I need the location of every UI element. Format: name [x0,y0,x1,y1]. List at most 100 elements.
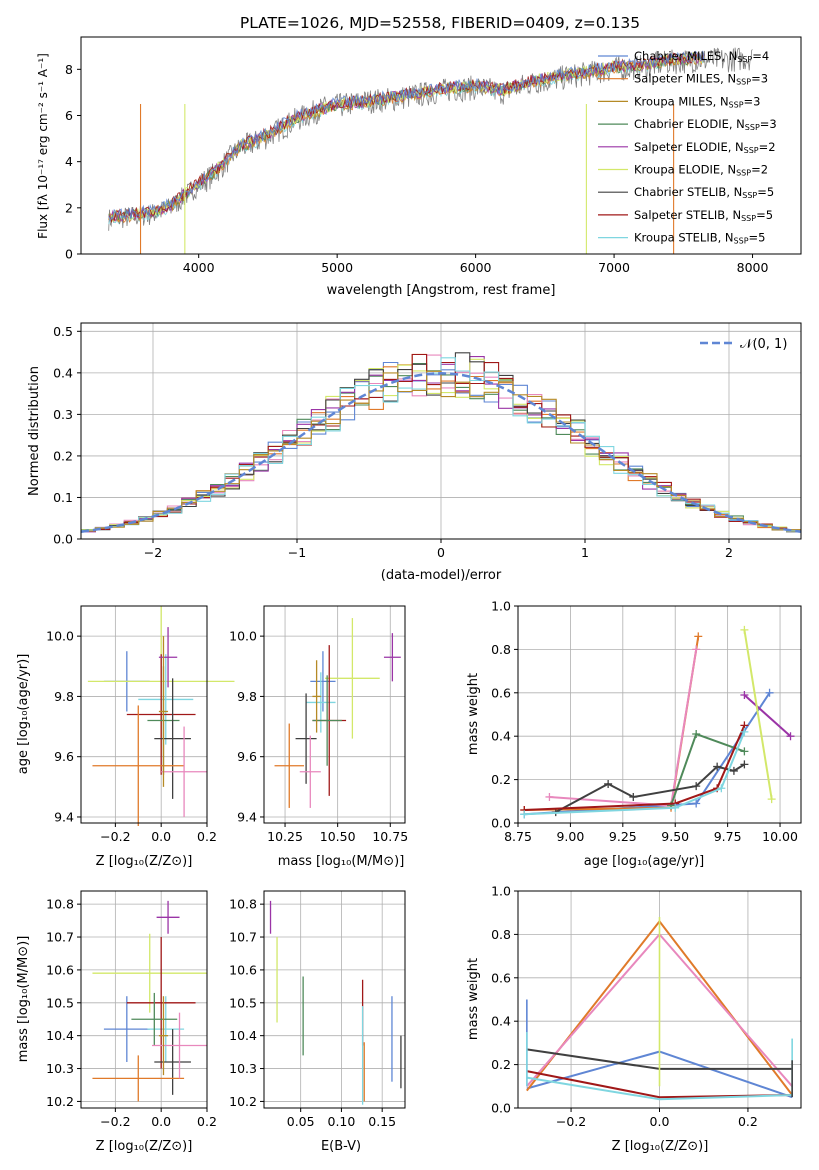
ytick-label: 0.0 [491,1101,511,1116]
xtick-label: 9.00 [556,829,584,844]
ytick-label: 10.7 [229,930,257,945]
ytick-label: 9.8 [54,689,74,704]
weight-age-marker [694,632,703,641]
xtick-label: 10.75 [372,829,408,844]
legend-label-blue: Chabrier MILES, NSSP=4 [634,49,769,64]
panel-frame [263,890,406,1109]
legend-label-purple: Salpeter ELODIE, NSSP=2 [634,140,776,155]
ytick-label: 10.2 [46,1094,74,1109]
weight-age-line-purple [743,694,792,737]
panel-frame [80,890,208,1109]
weight-vs-z-content: −0.2 0.0 0.2 0.0 0.2 0.4 0.6 0.8 1.0 [491,884,802,1129]
ytick-label: 10.5 [46,995,74,1010]
spectrum-ytick-label: 2 [65,200,73,215]
xtick-label: 0.2 [197,829,217,844]
gaussian-curve [80,372,802,533]
spectrum-legend: Chabrier MILES, NSSP=4 Salpeter MILES, NS… [598,49,777,246]
legend-suffix: =3 [760,117,777,131]
ytick-label: 10.4 [229,1028,257,1043]
weight-vs-age-panel: 8.75 9.00 9.25 9.50 9.75 10.00 0.0 0.2 0.4 0.6 0.8… [466,599,802,869]
spectrum-series [108,47,753,254]
legend-suffix: =5 [749,231,766,245]
mass-vs-ebv-panel: 0.05 0.10 0.15 10.2 10.3 10.4 10.5 10.6 10.7 10.8… [229,890,406,1154]
age-vs-z-xlabel: Z [log₁₀(Z/Z⊙)] [96,854,193,869]
weight-age-marker [629,792,638,801]
ytick-label: 10.7 [46,930,74,945]
mass-vs-ebv-content: 0.05 0.10 0.15 10.2 10.3 10.4 10.5 10.6 10.7 10.8 [229,890,406,1129]
ytick-label: 10.3 [46,1061,74,1076]
spectrum-xlabel: wavelength [Angstrom, rest frame] [327,283,556,298]
spectrum-xtick-label: 5000 [321,260,353,275]
weight-age-line-cyan [524,731,746,816]
legend-gaussian-label: 𝒩(0, 1) [740,337,787,352]
residuals-xtick-label: 1 [581,545,589,560]
model-spectrum-line-cyan [108,52,705,225]
xtick-label: 9.25 [609,829,637,844]
plot-marks [269,900,402,1105]
ytick-label: 10.3 [229,1061,257,1076]
legend-label-orange: Salpeter MILES, NSSP=3 [634,72,768,87]
weight-age-line-yellow [743,629,773,800]
residuals-xtick-label: 0 [437,545,445,560]
xtick-label: 8.75 [504,829,532,844]
ytick-label: 1.0 [491,599,511,614]
legend-label-brown: Kroupa MILES, NSSP=3 [634,94,760,109]
ytick-label: 0.6 [491,970,511,985]
xtick-label: 0.05 [287,1114,315,1129]
ytick-label: 0.6 [491,685,511,700]
model-spectrum-line-orange [108,53,705,224]
model-spectrum-line-red [108,52,705,223]
spectrum-ticks: 4000 5000 6000 7000 8000 0 2 4 6 8 [65,62,768,275]
ytick-label: 0.4 [491,729,511,744]
legend-subscript: SSP [736,169,751,178]
legend-subscript: SSP [736,78,751,87]
mass-vs-z-xlabel: Z [log₁₀(Z/Z⊙)] [96,1139,193,1154]
weight-age-marker [713,762,722,771]
ytick-label: 9.8 [237,689,257,704]
spectrum-ytick-label: 8 [65,62,73,77]
figure-title: PLATE=1026, MJD=52558, FIBERID=0409, z=0… [240,14,640,32]
ytick-label: 0.2 [491,1057,511,1072]
ytick-label: 10.5 [229,995,257,1010]
legend-subscript: SSP [745,123,760,132]
spectrum-frame [80,36,802,255]
weight-age-marker [604,779,613,788]
spectrum-ytick-label: 0 [65,247,73,262]
panel-frame [80,605,208,824]
model-spectrum-line-yellow [108,51,705,222]
mass-vs-ebv-xlabel: E(B-V) [321,1139,361,1154]
residuals-panel: −2 −1 0 1 2 0.0 0.1 0.2 0.3 0.4 0.5 𝒩(0, 1) (data-… [27,322,802,583]
weight-vs-age-ylabel: mass weight [466,673,481,755]
plot-marks [520,625,795,819]
plot-marks [274,618,401,808]
legend-label-gray: Chabrier STELIB, NSSP=5 [634,185,774,200]
ytick-label: 0.2 [491,772,511,787]
spectrum-xtick-label: 7000 [598,260,630,275]
weight-age-marker [740,760,749,769]
legend-suffix: =5 [756,208,773,222]
weight-age-marker [767,795,776,804]
ytick-label: 0.0 [491,816,511,831]
ytick-label: 9.6 [237,749,257,764]
weight-vs-z-panel: −0.2 0.0 0.2 0.0 0.2 0.4 0.6 0.8 1.0 Z [log₁₀(Z/… [466,884,802,1154]
legend-subscript: SSP [741,214,756,223]
weight-age-marker [545,792,554,801]
ytick-label: 10.0 [229,629,257,644]
legend-subscript: SSP [737,55,752,64]
residuals-ticks: −2 −1 0 1 2 0.0 0.1 0.2 0.3 0.4 0.5 [53,324,733,560]
weight-age-marker [717,784,726,793]
panel-frame [263,605,406,824]
legend-suffix: =2 [751,163,768,177]
mass-vs-z-content: −0.2 0.0 0.2 10.2 10.3 10.4 10.5 10.6 10.7 10.8 [46,890,217,1129]
spectrum-ylabel: Flux [fλ 10⁻¹⁷ erg cm⁻² s⁻¹ A⁻¹] [36,53,50,239]
weight-age-marker [786,732,795,741]
xtick-label: 0.2 [738,1114,758,1129]
weight-age-marker [671,803,680,812]
residuals-ytick-label: 0.5 [53,324,73,339]
legend-subscript: SSP [734,237,749,246]
age-vs-mass-xlabel: mass [log₁₀(M/M⊙)] [278,854,405,869]
legend-suffix: =2 [759,140,776,154]
ytick-label: 10.0 [46,629,74,644]
residuals-ytick-label: 0.0 [53,532,73,547]
spectrum-ytick-label: 6 [65,108,73,123]
